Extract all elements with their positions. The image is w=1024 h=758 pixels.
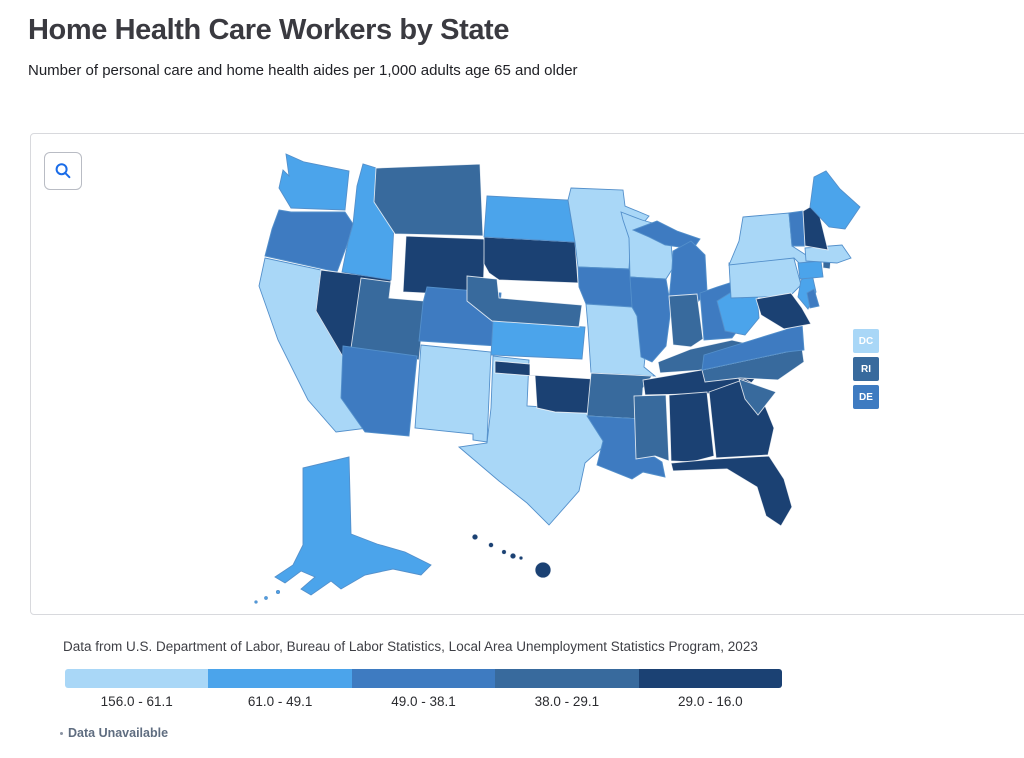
state-mi[interactable] [631, 220, 701, 250]
page-title: Home Health Care Workers by State [28, 14, 510, 46]
state-az[interactable] [340, 345, 418, 437]
legend-label-5: 29.0 - 16.0 [678, 694, 743, 709]
legend-swatch-1 [65, 669, 209, 688]
inset-label-ri: RI [861, 363, 871, 375]
data-unavailable-dot [60, 731, 63, 735]
source-note: Data from U.S. Department of Labor, Bure… [63, 639, 758, 654]
zoom-search-button[interactable] [44, 152, 82, 190]
state-sd[interactable] [483, 236, 579, 284]
us-choropleth-map [254, 153, 861, 604]
state-md[interactable] [755, 292, 812, 330]
inset-box-de[interactable]: DE [853, 385, 879, 409]
state-hi[interactable] [471, 533, 552, 579]
state-ak[interactable] [254, 456, 432, 604]
state-va[interactable] [701, 322, 805, 371]
state-ma[interactable] [804, 244, 852, 264]
legend-label-4: 38.0 - 29.1 [534, 694, 600, 709]
state-ok[interactable] [494, 360, 612, 415]
state-wa[interactable] [278, 153, 350, 211]
map-card: DC RI DE [30, 133, 1024, 615]
state-il[interactable] [629, 276, 672, 363]
state-sc[interactable] [738, 378, 777, 416]
legend-color-bar [65, 669, 783, 688]
data-unavailable-note: Data Unavailable [60, 726, 168, 740]
state-id[interactable] [341, 163, 396, 281]
legend-label-3: 49.0 - 38.1 [391, 694, 456, 709]
state-ne[interactable] [466, 275, 583, 328]
inset-box-ri[interactable]: RI [853, 357, 879, 381]
legend-label-1: 156.0 - 61.1 [100, 694, 173, 709]
inset-label-de: DE [859, 391, 873, 403]
legend-labels: 156.0 - 61.1 61.0 - 49.1 49.0 - 38.1 38.… [65, 694, 782, 709]
legend-swatch-4 [495, 669, 639, 688]
legend-label-2: 61.0 - 49.1 [247, 694, 313, 709]
inset-state-boxes: DC RI DE [853, 329, 879, 413]
inset-box-dc[interactable]: DC [853, 329, 879, 353]
state-me[interactable] [809, 170, 861, 230]
state-nm[interactable] [414, 344, 492, 443]
inset-label-dc: DC [858, 335, 874, 347]
state-ct[interactable] [797, 260, 824, 280]
page-subtitle: Number of personal care and home health … [28, 62, 578, 79]
search-icon [55, 163, 71, 179]
state-in[interactable] [668, 293, 704, 348]
legend-swatch-2 [208, 669, 352, 688]
data-unavailable-label: Data Unavailable [68, 726, 169, 740]
state-ms[interactable] [633, 394, 670, 462]
state-al[interactable] [668, 391, 715, 463]
legend-swatch-5 [638, 669, 783, 688]
state-mt[interactable] [373, 163, 484, 237]
state-nd[interactable] [483, 195, 576, 243]
legend-swatch-3 [351, 669, 496, 688]
state-de[interactable] [806, 288, 820, 309]
state-fl[interactable] [670, 455, 793, 527]
state-nh[interactable] [802, 204, 829, 251]
state-vt[interactable] [788, 210, 806, 247]
